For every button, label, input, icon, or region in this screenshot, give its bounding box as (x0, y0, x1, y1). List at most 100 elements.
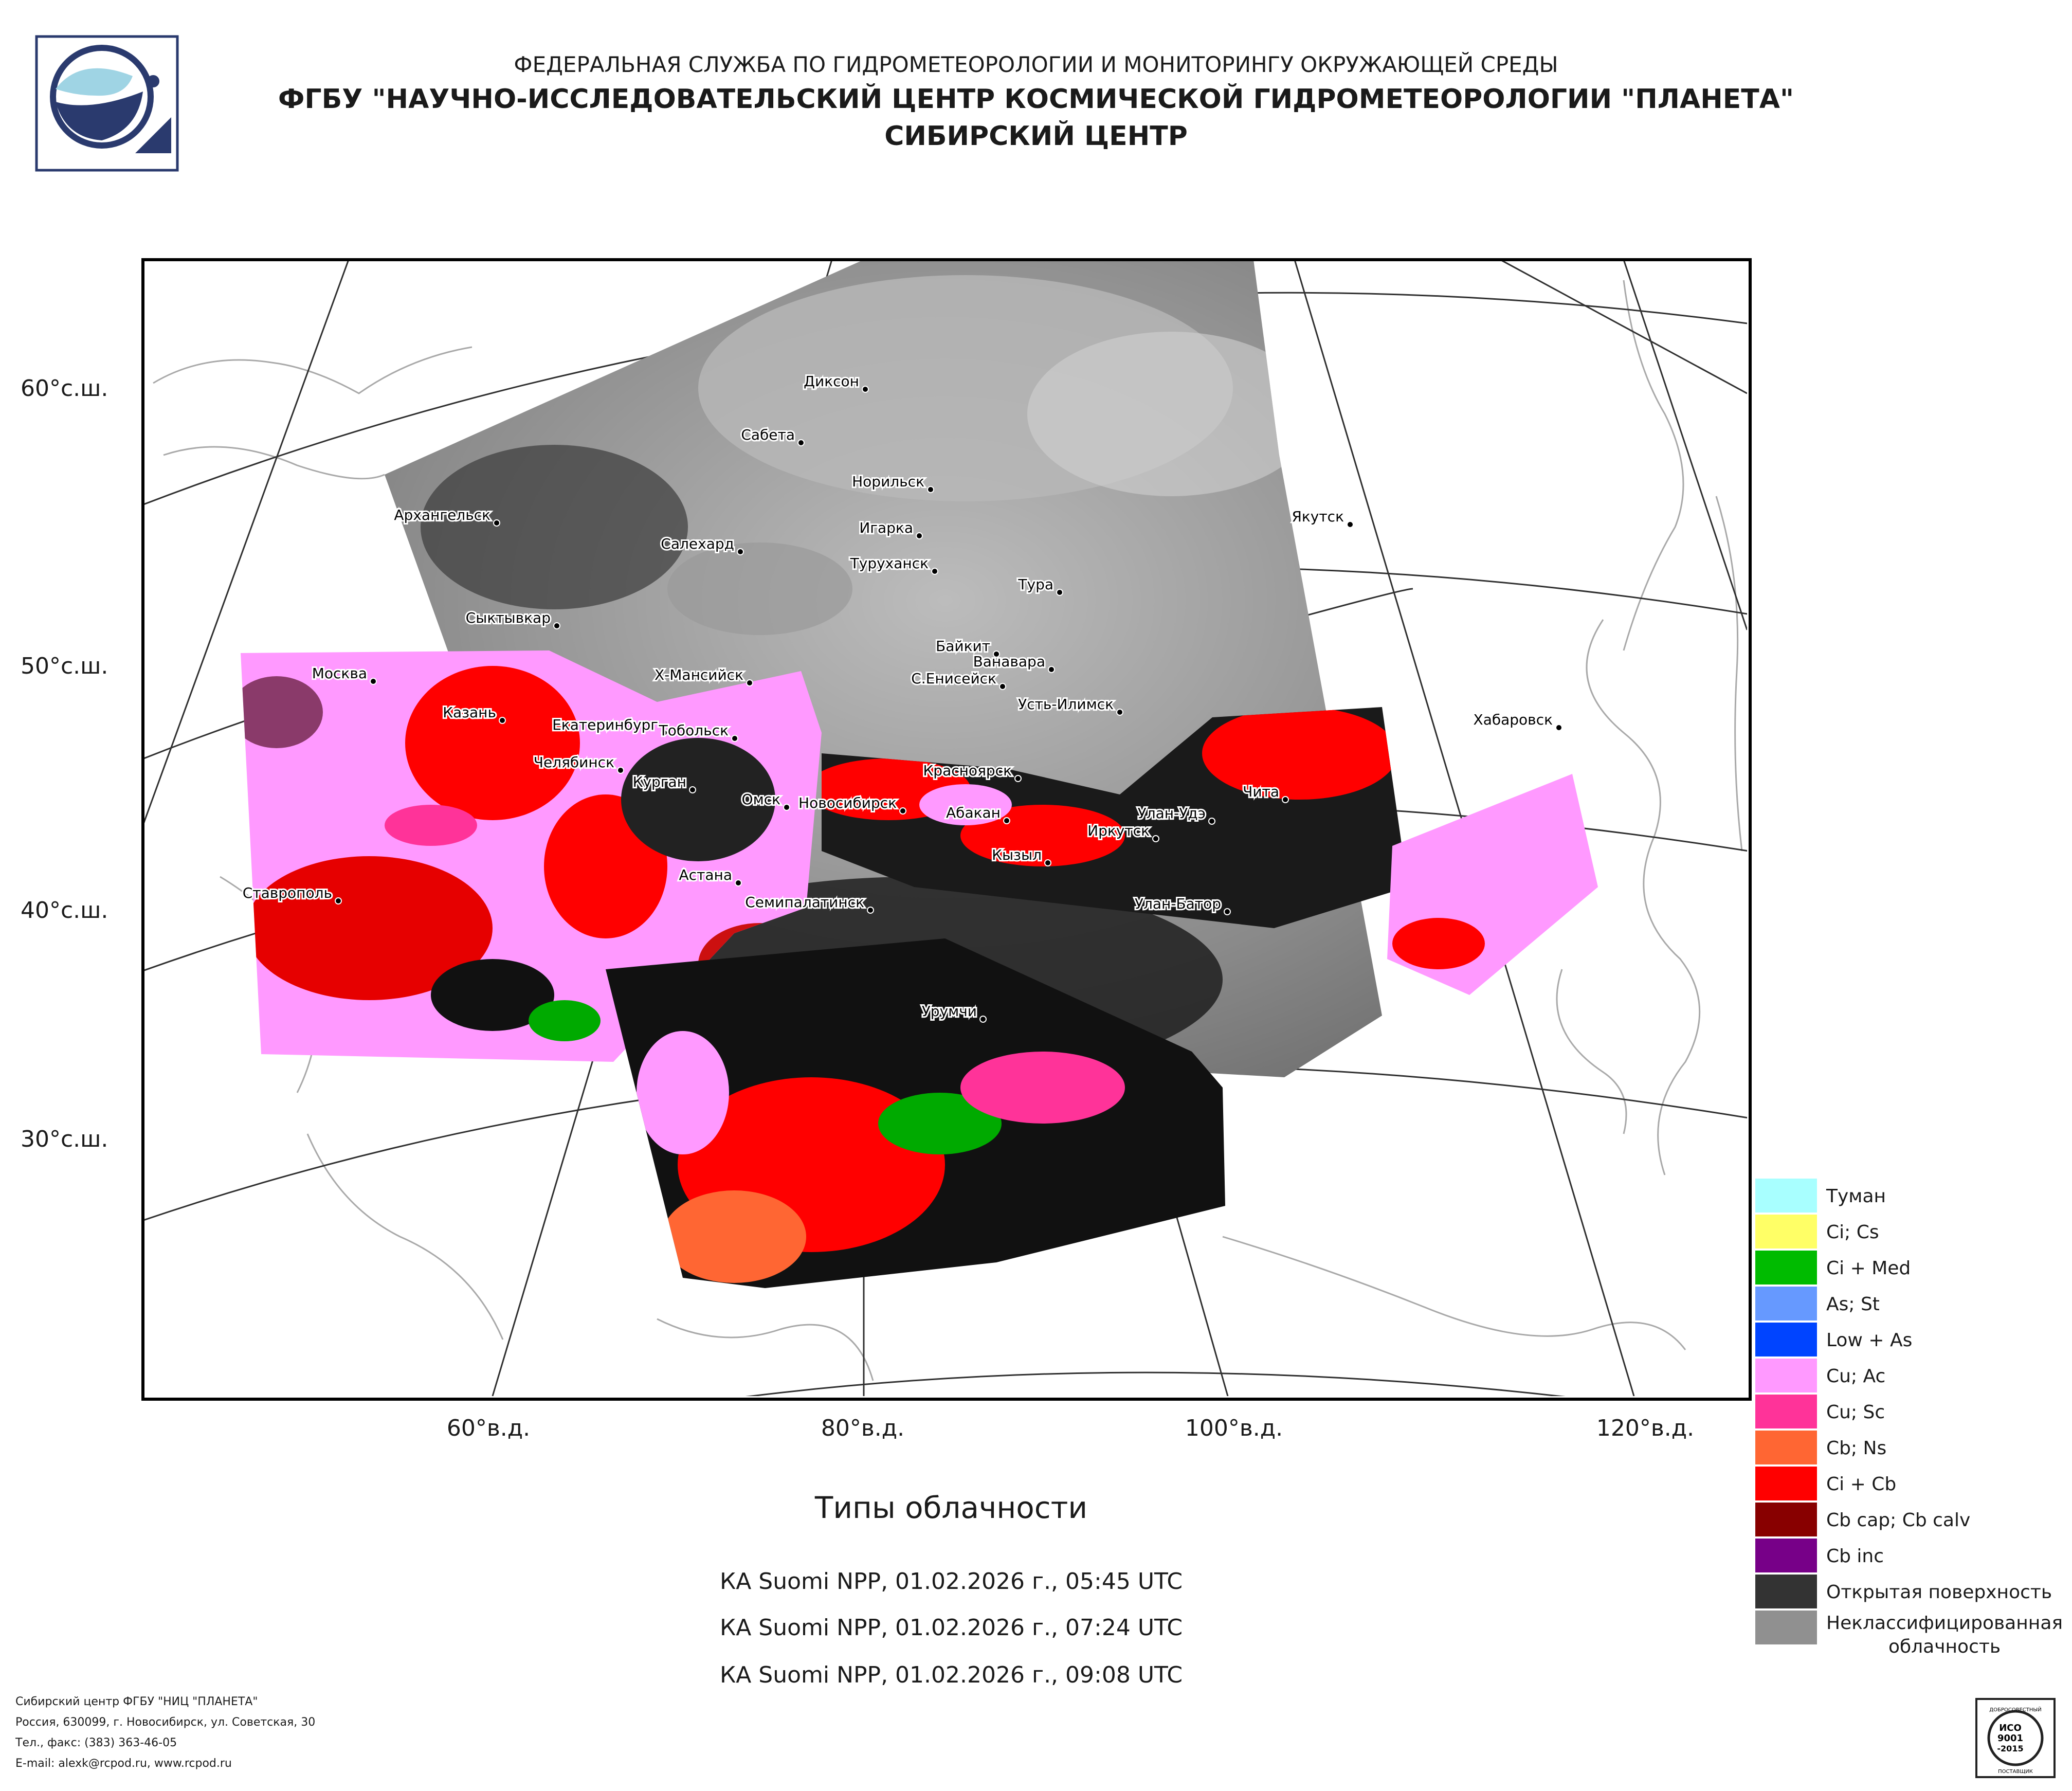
legend-item: Ci + Med (1754, 1250, 2063, 1286)
city-marker: Челябинск (532, 752, 624, 774)
city-label: Хабаровск (1474, 711, 1553, 728)
city-marker: Астана (678, 865, 742, 887)
city-dot (916, 532, 923, 539)
city-label: Игарка (859, 519, 913, 536)
city-label: Урумчи (922, 1003, 977, 1020)
city-label: Норильск (852, 473, 924, 490)
legend-swatch (1754, 1322, 1818, 1358)
city-dot (783, 804, 790, 811)
footer-line-2: Россия, 630099, г. Новосибирск, ул. Сове… (15, 1716, 316, 1729)
city-marker: Урумчи (920, 1001, 987, 1023)
city-dot (979, 1016, 987, 1023)
legend-label: Ci; Cs (1826, 1222, 1879, 1243)
city-dot (1555, 724, 1562, 731)
city-dot (661, 729, 668, 736)
legend-item: Открытая поверхность (1754, 1573, 2063, 1609)
city-dot (1014, 775, 1022, 782)
legend-item: Cu; Sc (1754, 1394, 2063, 1430)
city-dot (553, 622, 560, 629)
city-label: Сабета (741, 426, 795, 443)
city-label: Астана (679, 866, 732, 883)
city-label: Новосибирск (798, 794, 897, 811)
city-marker: Курган (631, 772, 696, 793)
city-label: Усть-Илимск (1018, 696, 1114, 713)
legend-swatch (1754, 1178, 1818, 1214)
city-marker: Москва (311, 663, 377, 685)
city-marker: Семипалатинск (743, 892, 874, 914)
city-dot (689, 786, 696, 793)
city-label: Казань (443, 704, 496, 721)
cert-top: ДОБРОСОВЕСТНЫЙ (1989, 1706, 2041, 1713)
legend-swatch (1754, 1466, 1818, 1501)
city-marker: Екатеринбург (551, 715, 668, 736)
city-dot (335, 897, 342, 904)
cert-mid3: -2015 (1997, 1744, 2023, 1753)
city-label: Красноярск (923, 762, 1012, 779)
city-dot (617, 767, 624, 774)
legend-item: Туман (1754, 1178, 2063, 1214)
pass-3: КА Suomi NPP, 01.02.2026 г., 09:08 UTC (719, 1662, 1183, 1688)
city-dot (1282, 796, 1289, 803)
city-dot (731, 735, 738, 742)
city-label: Байкит (936, 638, 990, 655)
city-layer: Диксон Сабета Норильск Архангельск Игарка Сал… (241, 371, 1562, 1023)
legend-swatch (1754, 1609, 1818, 1645)
city-dot (737, 548, 744, 555)
legend-swatch (1754, 1286, 1818, 1322)
city-label: Тура (1017, 576, 1053, 593)
city-dot (1152, 835, 1159, 842)
legend-swatch (1754, 1358, 1818, 1394)
city-marker: Салехард (659, 534, 744, 555)
city-dot (1208, 818, 1215, 825)
city-dot (1056, 589, 1063, 596)
city-label: Архангельск (394, 506, 490, 523)
lat-label-30: 30°с.ш. (21, 1126, 108, 1152)
iso-cert-badge: ДОБРОСОВЕСТНЫЙ ИСО 9001 -2015 ПОСТАВЩИК (1975, 1698, 2056, 1778)
city-label: Курган (633, 773, 686, 790)
legend-label: Low + As (1826, 1330, 1913, 1351)
legend-swatch (1754, 1537, 1818, 1573)
legend-label: Cu; Ac (1826, 1366, 1886, 1387)
city-dot (899, 807, 906, 815)
city-marker: Игарка (858, 518, 923, 539)
city-marker: Сабета (739, 425, 805, 446)
legend-swatch (1754, 1573, 1818, 1609)
pass-1: КА Suomi NPP, 01.02.2026 г., 05:45 UTC (719, 1568, 1183, 1595)
legend-label: Cb cap; Cb calv (1826, 1510, 1971, 1531)
city-label: Абакан (946, 804, 1001, 821)
city-label: Чита (1243, 783, 1279, 800)
city-label: Ванавара (973, 653, 1045, 670)
cert-mid1: ИСО (1999, 1723, 2022, 1733)
lon-label-120: 120°в.д. (1596, 1415, 1695, 1441)
footer-line-1: Сибирский центр ФГБУ "НИЦ "ПЛАНЕТА" (15, 1695, 258, 1708)
city-label: Салехард (661, 535, 734, 552)
city-marker: Кызыл (990, 845, 1051, 866)
city-marker: Красноярск (921, 761, 1022, 782)
cert-bottom: ПОСТАВЩИК (1998, 1769, 2033, 1775)
city-label: Екатеринбург (552, 716, 658, 733)
city-label: Диксон (804, 373, 859, 390)
pass-2: КА Suomi NPP, 01.02.2026 г., 07:24 UTC (719, 1615, 1183, 1641)
city-marker: Диксон (802, 371, 869, 393)
city-dot (493, 519, 500, 527)
city-marker: Улан-Удэ (1136, 803, 1215, 825)
lon-label-80: 80°в.д. (821, 1415, 905, 1441)
legend-label: As; St (1826, 1294, 1880, 1315)
city-marker: Туруханск (848, 553, 938, 575)
city-dot (927, 486, 934, 493)
city-marker: Иркутск (1086, 821, 1159, 842)
city-dot (1347, 521, 1354, 528)
footer-line-4: E-mail: alexk@rcpod.ru, www.rcpod.ru (15, 1757, 232, 1770)
legend-label: Туман (1826, 1186, 1886, 1207)
city-marker: Хабаровск (1472, 710, 1562, 731)
city-marker: Чита (1241, 782, 1289, 803)
city-label: Тобольск (659, 722, 729, 739)
legend-swatch (1754, 1394, 1818, 1430)
legend-item: Ci; Cs (1754, 1214, 2063, 1250)
legend-item: Cu; Ac (1754, 1358, 2063, 1394)
city-label: Ставрополь (243, 884, 332, 901)
legend-swatch (1754, 1501, 1818, 1537)
legend-swatch (1754, 1250, 1818, 1286)
cloud-type-map: Диксон Сабета Норильск Архангельск Игарка Сал… (143, 260, 1747, 1396)
city-dot (862, 386, 869, 393)
